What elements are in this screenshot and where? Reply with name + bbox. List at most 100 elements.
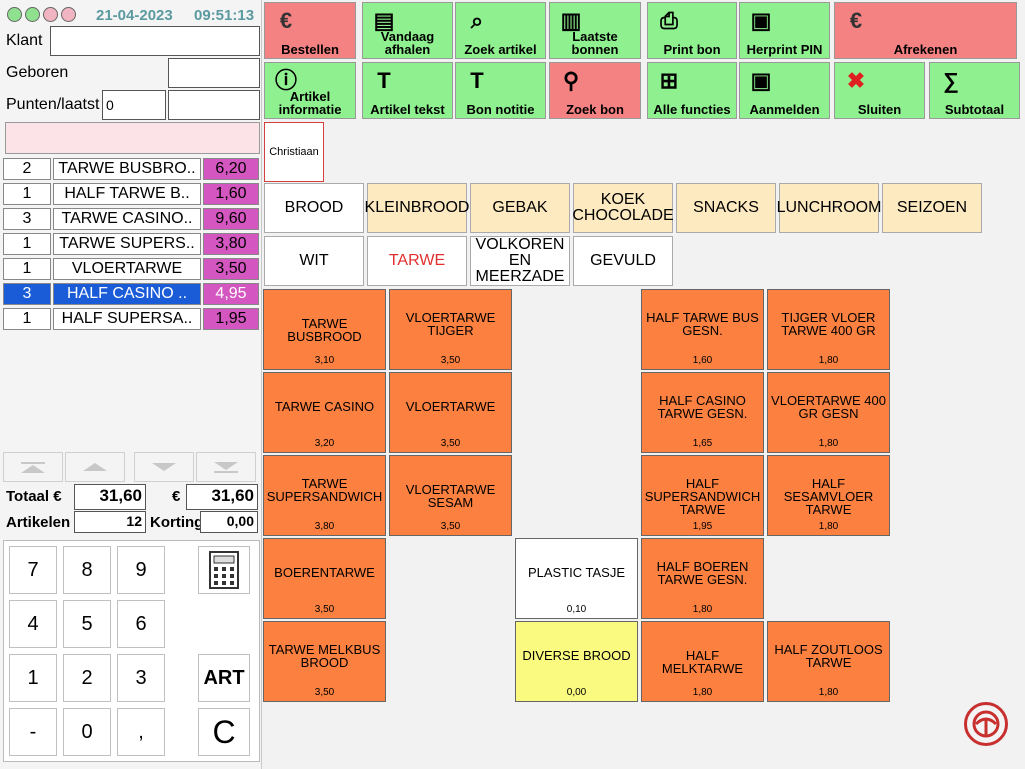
logo-icon <box>972 710 1000 738</box>
scroll-up-button[interactable] <box>65 452 125 482</box>
product-price: 3,80 <box>314 521 335 532</box>
korting-value: 0,00 <box>200 511 258 533</box>
key-minus[interactable]: - <box>9 708 57 756</box>
scroll-down-button[interactable] <box>134 452 194 482</box>
toolbar-bon-notitie-button[interactable]: T Bon notitie <box>455 62 546 119</box>
product-half-casino-tarwe-gesn[interactable]: HALF CASINO TARWE GESN. 1,65 <box>641 372 764 453</box>
calculator-button[interactable] <box>198 546 250 594</box>
order-line[interactable]: 1 HALF SUPERSA.. 1,95 <box>3 308 259 330</box>
subcategory-volkoren-en-meerzade[interactable]: VOLKOREN EN MEERZADE <box>470 236 570 286</box>
category-lunchroom[interactable]: LUNCHROOM <box>777 183 881 233</box>
category-seizoen[interactable]: SEIZOEN <box>882 183 982 233</box>
product-vloertarwe-sesam[interactable]: VLOERTARWE SESAM 3,50 <box>389 455 512 536</box>
toolbar-vandaag-afhalen-button[interactable]: ▤ Vandaag afhalen <box>362 2 453 59</box>
product-name: HALF MELKTARWE <box>661 648 744 676</box>
key-3[interactable]: 3 <box>117 654 165 702</box>
subtotal-icon: ∑ <box>943 68 959 93</box>
toolbar-label: Alle functies <box>653 102 731 117</box>
product-price: 1,80 <box>818 687 839 698</box>
toolbar-zoek-bon-button[interactable]: ⚲ Zoek bon <box>549 62 641 119</box>
line-name: TARWE CASINO.. <box>53 208 201 230</box>
product-half-supersandwich-tarwe[interactable]: HALF SUPERSANDWICH TARWE 1,95 <box>641 455 764 536</box>
toolbar-subtotaal-button[interactable]: ∑ Subtotaal <box>929 62 1020 119</box>
category-koek-chocolade[interactable]: KOEK CHOCOLADE <box>572 183 674 233</box>
klant-field[interactable] <box>50 26 260 56</box>
toolbar-herprint-pin-button[interactable]: ▣ Herprint PIN <box>739 2 830 59</box>
toolbar-afrekenen-button[interactable]: € Afrekenen <box>834 2 1017 59</box>
toolbar-label: Aanmelden <box>749 102 820 117</box>
toolbar-label: Subtotaal <box>944 102 1005 117</box>
key-0[interactable]: 0 <box>63 708 111 756</box>
key-1[interactable]: 1 <box>9 654 57 702</box>
subcategory-wit[interactable]: WIT <box>264 236 364 286</box>
product-price: 1,80 <box>818 438 839 449</box>
order-line[interactable]: 1 VLOERTARWE 3,50 <box>3 258 259 280</box>
key-6[interactable]: 6 <box>117 600 165 648</box>
subcategory-gevuld[interactable]: GEVULD <box>573 236 673 286</box>
last-page-button[interactable] <box>196 452 256 482</box>
geboren-field[interactable] <box>168 58 260 88</box>
order-line[interactable]: 1 TARWE SUPERS.. 3,80 <box>3 233 259 255</box>
print-icon: ⎙ <box>660 8 678 33</box>
product-name: BOERENTARWE <box>274 565 375 580</box>
product-price: 1,80 <box>692 687 713 698</box>
text-icon: T <box>377 68 391 93</box>
product-plastic-tasje[interactable]: PLASTIC TASJE 0,10 <box>515 538 638 619</box>
product-vloertarwe-tijger[interactable]: VLOERTARWE TIJGER 3,50 <box>389 289 512 370</box>
key-5[interactable]: 5 <box>63 600 111 648</box>
order-line[interactable]: 1 HALF TARWE B.. 1,60 <box>3 183 259 205</box>
key-8[interactable]: 8 <box>63 546 111 594</box>
product-half-zoutloos-tarwe[interactable]: HALF ZOUTLOOS TARWE 1,80 <box>767 621 890 702</box>
product-tarwe-casino[interactable]: TARWE CASINO 3,20 <box>263 372 386 453</box>
subcategory-tarwe[interactable]: TARWE <box>367 236 467 286</box>
toolbar-alle-functies-button[interactable]: ⊞ Alle functies <box>647 62 737 119</box>
toolbar-zoek-artikel-button[interactable]: ⌕ Zoek artikel <box>455 2 546 59</box>
punten-field[interactable]: 0 <box>102 90 166 120</box>
product-half-boeren-tarwe-gesn[interactable]: HALF BOEREN TARWE GESN. 1,80 <box>641 538 764 619</box>
product-vloertarwe-400-gr-gesn[interactable]: VLOERTARWE 400 GR GESN 1,80 <box>767 372 890 453</box>
product-half-melktarwe[interactable]: HALF MELKTARWE 1,80 <box>641 621 764 702</box>
product-vloertarwe[interactable]: VLOERTARWE 3,50 <box>389 372 512 453</box>
toolbar-aanmelden-button[interactable]: ▣ Aanmelden <box>739 62 830 119</box>
product-tarwe-melkbus-brood[interactable]: TARWE MELKBUS BROOD 3,50 <box>263 621 386 702</box>
order-line[interactable]: 3 TARWE CASINO.. 9,60 <box>3 208 259 230</box>
toolbar-bestellen-button[interactable]: € Bestellen <box>264 2 356 59</box>
laatst-field[interactable] <box>168 90 260 120</box>
geboren-label: Geboren <box>6 64 69 81</box>
toolbar-artikel-informatie-button[interactable]: ⓘ Artikel informatie <box>264 62 356 119</box>
toolbar-laatste-bonnen-button[interactable]: ▥ Laatste bonnen <box>549 2 641 59</box>
euro-icon: € <box>849 8 863 33</box>
order-line[interactable]: 3 HALF CASINO .. 4,95 <box>3 283 259 305</box>
product-tarwe-busbrood[interactable]: TARWE BUSBROOD 3,10 <box>263 289 386 370</box>
category-kleinbrood[interactable]: KLEINBROOD <box>365 183 469 233</box>
product-boerentarwe[interactable]: BOERENTARWE 3,50 <box>263 538 386 619</box>
category-brood[interactable]: BROOD <box>264 183 364 233</box>
category-gebak[interactable]: GEBAK <box>470 183 570 233</box>
product-half-sesamvloer-tarwe[interactable]: HALF SESAMVLOER TARWE 1,80 <box>767 455 890 536</box>
category-snacks[interactable]: SNACKS <box>676 183 776 233</box>
user-button[interactable]: Christiaan <box>264 122 324 182</box>
toolbar-artikel-tekst-button[interactable]: T Artikel tekst <box>362 62 453 119</box>
product-tijger-vloer-tarwe-400-gr[interactable]: TIJGER VLOER TARWE 400 GR 1,80 <box>767 289 890 370</box>
art-button[interactable]: ART <box>198 654 250 702</box>
key-4[interactable]: 4 <box>9 600 57 648</box>
order-line[interactable]: 2 TARWE BUSBRO.. 6,20 <box>3 158 259 180</box>
toolbar-print-bon-button[interactable]: ⎙ Print bon <box>647 2 737 59</box>
toolbar-sluiten-button[interactable]: ✖ Sluiten <box>834 62 925 119</box>
status-dot-icon <box>43 7 58 22</box>
key-comma[interactable]: , <box>117 708 165 756</box>
line-qty: 3 <box>3 208 51 230</box>
product-tarwe-supersandwich[interactable]: TARWE SUPERSANDWICH 3,80 <box>263 455 386 536</box>
key-9[interactable]: 9 <box>117 546 165 594</box>
currency-symbol: € <box>53 488 62 505</box>
product-half-tarwe-bus-gesn[interactable]: HALF TARWE BUS GESN. 1,60 <box>641 289 764 370</box>
product-name: DIVERSE BROOD <box>522 648 631 663</box>
key-7[interactable]: 7 <box>9 546 57 594</box>
bar-icon <box>21 461 45 464</box>
key-2[interactable]: 2 <box>63 654 111 702</box>
first-page-button[interactable] <box>3 452 63 482</box>
korting-label: Korting <box>150 514 204 531</box>
clear-button[interactable]: C <box>198 708 250 756</box>
close-icon: ✖ <box>846 68 866 93</box>
product-diverse-brood[interactable]: DIVERSE BROOD 0,00 <box>515 621 638 702</box>
